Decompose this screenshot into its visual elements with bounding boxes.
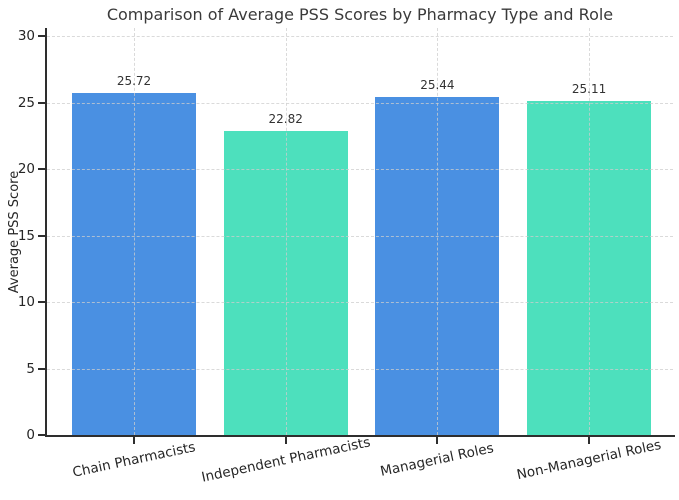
y-tick-label: 25 [17, 94, 35, 111]
gridline-horizontal [47, 36, 673, 37]
y-tick-label: 20 [17, 161, 35, 177]
bar-value-label: 25.11 [571, 82, 607, 97]
chart-title: Comparison of Average PSS Scores by Phar… [106, 5, 614, 24]
gridline-horizontal [47, 302, 673, 303]
y-tick-mark [38, 234, 45, 237]
y-tick-mark [38, 434, 45, 436]
y-tick-label: 15 [17, 227, 35, 244]
x-tick-mark [436, 437, 439, 444]
gridline-horizontal [47, 368, 673, 370]
y-tick-label: 30 [17, 28, 35, 44]
bar-value-label: 25.72 [116, 73, 152, 88]
gridline-vertical [134, 28, 135, 435]
gridline-vertical [437, 28, 439, 435]
x-axis-spine [45, 435, 675, 437]
x-tick-mark [133, 437, 135, 444]
bar-value-label: 22.82 [268, 112, 303, 127]
gridline-horizontal [47, 169, 673, 170]
y-tick-mark [38, 301, 45, 303]
gridline-horizontal [47, 102, 673, 104]
y-tick-mark [38, 367, 45, 370]
y-tick-label: 5 [26, 360, 35, 377]
x-tick-mark [588, 437, 591, 444]
gridline-vertical [589, 28, 591, 435]
gridline-horizontal [47, 235, 673, 237]
x-tick-mark [284, 437, 287, 444]
y-tick-label: 10 [17, 294, 35, 310]
gridline-vertical [285, 28, 287, 435]
y-tick-mark [38, 168, 45, 170]
y-tick-mark [38, 35, 45, 37]
bar-value-label: 25.44 [420, 77, 455, 92]
plot-area: 25.72 Chain Pharmacists 22.82 Independent P… [18, 28, 675, 486]
y-tick-label: 0 [26, 427, 35, 443]
y-tick-mark [38, 101, 45, 104]
y-axis-spine [45, 28, 47, 437]
